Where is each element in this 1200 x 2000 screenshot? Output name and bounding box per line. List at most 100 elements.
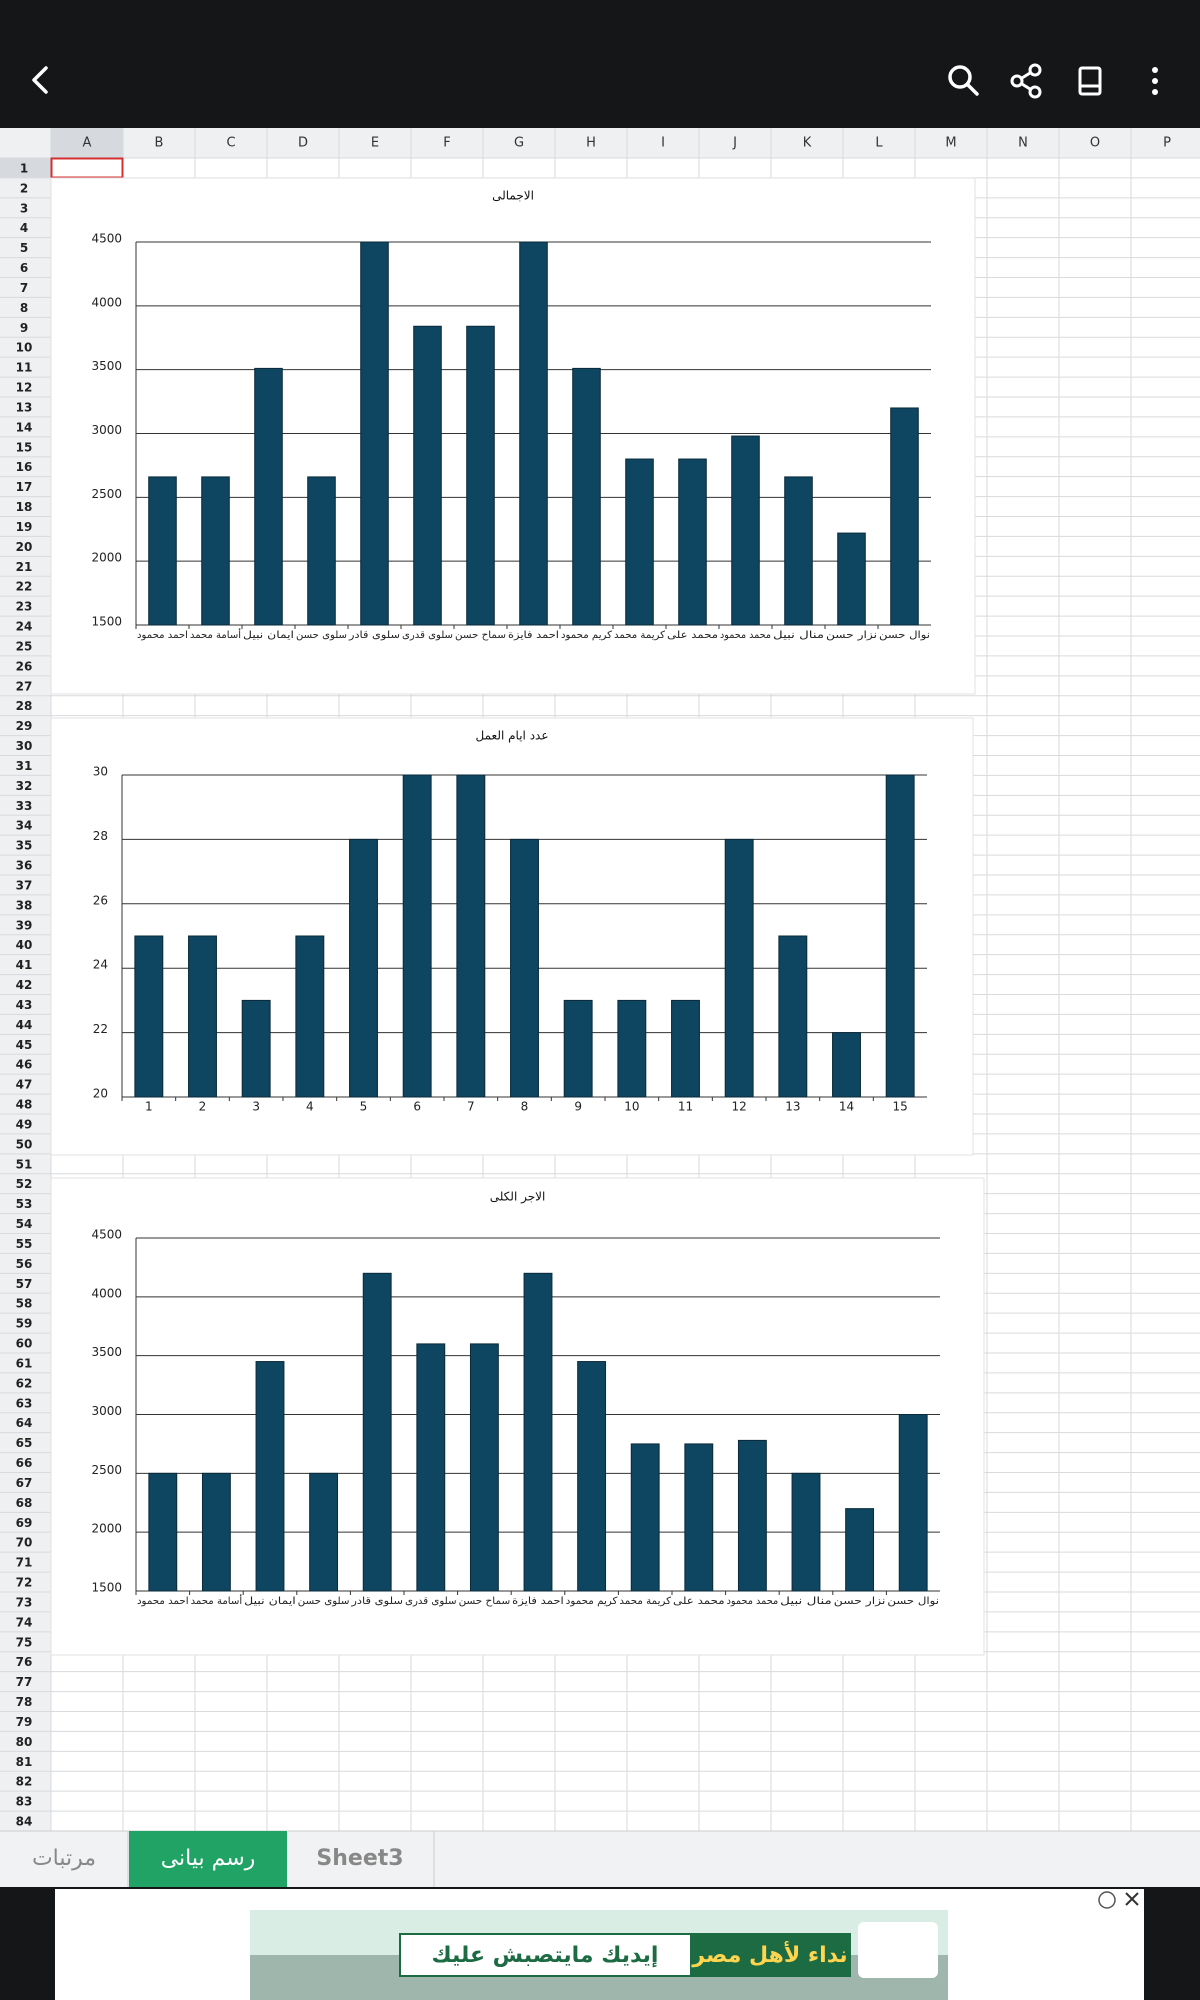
x-tick-label: احمد محمود	[137, 1596, 189, 1607]
row-header: 55	[16, 1237, 33, 1251]
row-header: 10	[16, 341, 33, 355]
row-header: 6	[20, 261, 28, 275]
y-tick-label: 1500	[91, 1581, 122, 1595]
y-tick-label: 2000	[91, 1522, 122, 1536]
column-header: A	[83, 136, 92, 151]
column-header: O	[1090, 136, 1100, 151]
y-tick-label: 22	[93, 1022, 108, 1036]
active-cell[interactable]	[50, 157, 124, 179]
x-tick-label: 7	[467, 1100, 475, 1114]
row-header: 69	[16, 1516, 33, 1530]
back-button[interactable]	[32, 66, 48, 94]
row-header: 34	[16, 819, 33, 833]
row-header: 33	[16, 799, 33, 813]
row-header: 59	[16, 1317, 33, 1331]
search-button[interactable]	[948, 65, 979, 96]
x-tick-label: منال نبيل	[773, 630, 824, 641]
bar	[630, 1443, 660, 1592]
row-header: 44	[16, 1018, 33, 1032]
x-tick-label: احمد فايزة	[512, 1596, 564, 1607]
row-header: 11	[16, 361, 33, 375]
bar	[577, 1361, 607, 1592]
x-tick-label: 15	[893, 1100, 908, 1114]
row-header: 66	[16, 1456, 33, 1470]
row-header: 72	[16, 1576, 33, 1590]
row-header: 73	[16, 1595, 33, 1609]
row-header: 51	[16, 1157, 33, 1171]
column-header: C	[226, 136, 235, 151]
row-header: 71	[16, 1556, 33, 1570]
column-header: I	[661, 136, 665, 151]
row-header: 35	[16, 839, 33, 853]
bar	[309, 1472, 339, 1592]
y-tick-label: 3500	[91, 359, 122, 373]
row-header: 47	[16, 1078, 33, 1092]
y-tick-label: 1500	[91, 615, 122, 629]
row-header: 37	[16, 878, 33, 892]
y-tick-label: 2500	[91, 487, 122, 501]
bar	[510, 838, 539, 1098]
bar	[519, 241, 548, 626]
row-header: 53	[16, 1197, 33, 1211]
row-header: 27	[16, 679, 33, 693]
more-button[interactable]	[1152, 67, 1158, 95]
bar	[625, 458, 654, 626]
x-tick-label: كريم محمود	[566, 1596, 618, 1607]
x-tick-label: سلوى حسن	[296, 630, 347, 641]
x-tick-label: 11	[678, 1100, 693, 1114]
row-header: 29	[16, 719, 33, 733]
x-tick-label: احمد محمود	[137, 630, 188, 641]
row-header: 14	[16, 420, 33, 434]
row-header: 65	[16, 1436, 33, 1450]
bar	[148, 476, 177, 626]
share-button[interactable]	[1010, 63, 1042, 99]
bar	[255, 1361, 285, 1592]
y-tick-label: 4000	[91, 295, 122, 309]
bar	[684, 1443, 714, 1592]
x-tick-label: ايمان نبيل	[243, 630, 294, 641]
x-tick-label: احمد فايزة	[508, 630, 559, 641]
column-header: B	[155, 136, 164, 151]
ad-headline-box	[690, 1934, 850, 1976]
x-tick-label: محمد محمود	[727, 1596, 779, 1607]
bar	[254, 367, 283, 626]
row-header: 26	[16, 659, 33, 673]
bar	[837, 532, 866, 626]
sheet-tab[interactable]: رسم بيانى	[161, 1846, 256, 1871]
x-tick-label: سلوى قدرى	[402, 630, 453, 641]
ad-headline: نداء لأهل مصر	[691, 1940, 847, 1968]
y-tick-label: 2000	[91, 551, 122, 565]
column-header: P	[1163, 136, 1171, 151]
bar	[413, 325, 442, 626]
x-tick-label: 12	[732, 1100, 747, 1114]
column-header: D	[298, 136, 308, 151]
chart-title: عدد ايام العمل	[476, 729, 549, 743]
row-header: 84	[16, 1815, 33, 1829]
x-tick-label: سلوى قادر	[350, 1596, 403, 1607]
x-tick-label: كريمة محمد	[614, 630, 665, 641]
chart-area	[50, 177, 976, 695]
sheet-tab[interactable]: مرتبات	[32, 1846, 96, 1871]
ad-close-icon[interactable]	[1125, 1892, 1139, 1906]
row-header: 82	[16, 1775, 33, 1789]
sheet-tab[interactable]: Sheet3	[316, 1846, 403, 1871]
x-tick-label: 2	[199, 1100, 207, 1114]
y-tick-label: 3000	[91, 423, 122, 437]
row-header: 31	[16, 759, 33, 773]
ad-logo	[858, 1922, 938, 1978]
column-header: E	[371, 136, 379, 151]
row-header: 9	[20, 321, 28, 335]
y-tick-label: 28	[93, 829, 108, 843]
bar	[201, 476, 230, 626]
chart: الاجر الكلى 1500 2000 2500 3000 3500 4000 4500 ا…	[50, 1177, 985, 1656]
bar	[737, 1439, 767, 1592]
bar	[563, 999, 593, 1098]
row-header: 12	[16, 381, 33, 395]
row-header: 79	[16, 1715, 33, 1729]
row-header: 36	[16, 859, 33, 873]
ad-info-icon[interactable]	[1098, 1891, 1116, 1909]
active-tab[interactable]	[129, 1831, 287, 1887]
x-tick-label: منال نبيل	[780, 1596, 832, 1607]
x-tick-label: نزار حسن	[834, 1596, 886, 1607]
reading-mode-button[interactable]	[1078, 66, 1102, 96]
